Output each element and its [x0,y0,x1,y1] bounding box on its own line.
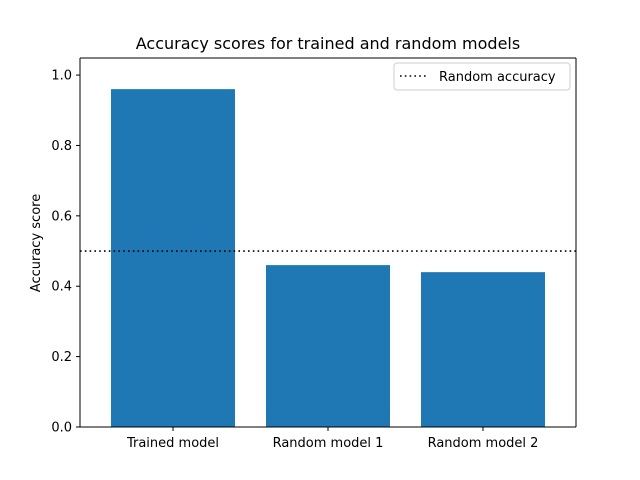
y-axis-ticks: 0.0 0.2 0.4 0.6 0.8 1.0 [51,69,80,436]
bars-group [111,89,545,427]
legend: Random accuracy [393,62,571,91]
y-tick-label: 0.0 [51,421,72,436]
x-tick-label: Random model 2 [428,436,539,451]
y-tick-label: 0.4 [51,280,72,295]
bar-random-model-2 [421,272,545,427]
y-tick-label: 0.8 [51,139,72,154]
chart-title: Accuracy scores for trained and random m… [136,34,520,53]
y-axis-label: Accuracy score [29,194,44,292]
y-tick-label: 1.0 [51,69,72,84]
x-axis-ticks: Trained model Random model 1 Random model … [126,427,538,451]
bar-trained-model [111,89,235,427]
x-tick-label: Random model 1 [273,436,384,451]
legend-entry-random-accuracy: Random accuracy [439,70,556,85]
y-tick-label: 0.6 [51,209,72,224]
x-tick-label: Trained model [126,436,219,451]
legend-box [393,62,571,91]
bar-random-model-1 [266,265,390,427]
y-tick-label: 0.2 [51,350,72,365]
